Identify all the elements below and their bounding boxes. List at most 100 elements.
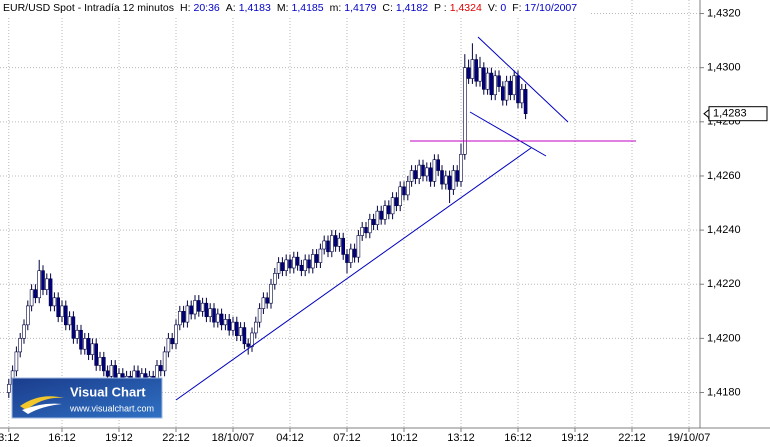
candle-body	[348, 248, 353, 263]
candle-body	[337, 237, 342, 247]
x-tick-label: 19/10/07	[668, 432, 711, 444]
candle-body	[443, 175, 448, 185]
candle-body	[90, 343, 95, 355]
candle-body	[345, 254, 349, 263]
candle-body	[493, 75, 498, 96]
y-tick-label: 1,4180	[707, 386, 741, 398]
candle-body	[288, 259, 292, 269]
trend-line	[477, 36, 569, 123]
axes: 1,41801,42001,42201,42401,42601,42801,43…	[0, 7, 768, 444]
header-label: H:	[180, 2, 191, 14]
x-tick-label: 07:12	[333, 432, 361, 444]
candle-body	[409, 170, 414, 182]
candle-body	[162, 351, 167, 372]
x-tick-label: 04:12	[276, 432, 304, 444]
candle-body	[489, 72, 494, 96]
candle-body	[18, 338, 23, 353]
candle-body	[291, 256, 296, 269]
candle-body	[436, 159, 441, 171]
x-tick-label: 18/10/07	[212, 432, 255, 444]
candle-body	[413, 170, 418, 179]
header-label: V:	[488, 2, 498, 14]
y-tick-label: 1,4320	[707, 7, 741, 19]
candle-body	[223, 319, 228, 326]
candle-body	[466, 67, 471, 79]
candle-body	[105, 370, 110, 377]
x-tick-label: 16:12	[48, 432, 76, 444]
candle-body	[254, 321, 258, 334]
candle-body	[371, 218, 376, 225]
candle-body	[56, 297, 61, 318]
candle-body	[523, 89, 528, 114]
trend-line	[175, 147, 532, 401]
header-value: 1,4182	[396, 2, 428, 14]
candle-body	[269, 283, 273, 304]
x-tick-label: 22:12	[618, 432, 646, 444]
candle-body	[455, 170, 460, 182]
candle-body	[261, 297, 266, 309]
candle-body	[497, 75, 501, 87]
x-tick-label: 22:12	[162, 432, 190, 444]
candle-body	[352, 248, 357, 258]
candle-body	[265, 297, 270, 304]
candle-body	[67, 316, 72, 326]
candle-body	[83, 338, 87, 350]
candle-body	[170, 338, 174, 345]
candle-body	[326, 240, 330, 253]
candle-body	[71, 316, 76, 339]
candle-body	[102, 357, 106, 372]
header-value: 1,4185	[292, 2, 324, 14]
candle-body	[166, 338, 171, 353]
header-title: EUR/USD Spot - Intradía 12 minutos	[3, 2, 174, 14]
x-tick-label: 19:12	[561, 432, 589, 444]
x-tick-label: 13:12	[447, 432, 475, 444]
candle-body	[478, 67, 482, 82]
candle-body	[37, 270, 42, 299]
candle-body	[33, 289, 38, 299]
candle-body	[276, 262, 281, 274]
price-label: 1,4283	[713, 108, 747, 120]
header-label: C:	[382, 2, 393, 14]
candle-body	[383, 205, 387, 220]
candle-body	[299, 264, 304, 272]
candle-body	[295, 256, 300, 266]
candle-body	[405, 181, 410, 196]
candle-body	[470, 59, 475, 79]
candle-body	[417, 164, 422, 179]
logo-swoosh	[22, 403, 62, 414]
candle-body	[500, 86, 505, 101]
candle-body	[246, 343, 250, 347]
drawings	[175, 36, 636, 401]
candle-body	[197, 300, 201, 312]
x-tick-label: 19:12	[105, 432, 133, 444]
candle-body	[424, 167, 429, 177]
candle-body	[86, 338, 91, 355]
candle-body	[394, 197, 399, 207]
header-label: M:	[277, 2, 289, 14]
candle-body	[98, 357, 102, 366]
header-box	[0, 0, 590, 16]
candle-body	[314, 254, 319, 263]
candle-body	[109, 365, 114, 377]
y-tick-label: 1,4300	[707, 62, 741, 74]
logo-title: Visual Chart	[70, 384, 146, 399]
candle-body	[44, 278, 49, 290]
candle-body	[79, 329, 83, 350]
candle-body	[29, 289, 34, 307]
candle-body	[303, 259, 308, 272]
candle-body	[272, 273, 277, 285]
candles	[7, 43, 528, 398]
candle-body	[451, 170, 456, 190]
candle-body	[181, 311, 186, 323]
candle-body	[280, 262, 285, 272]
candle-body	[379, 210, 384, 220]
candle-body	[519, 89, 524, 104]
header-label: A:	[226, 2, 236, 14]
candle-body	[208, 308, 212, 318]
candle-body	[516, 75, 520, 104]
candle-body	[185, 305, 190, 323]
candle-body	[216, 313, 220, 323]
candle-body	[242, 327, 247, 345]
candle-body	[14, 351, 19, 372]
